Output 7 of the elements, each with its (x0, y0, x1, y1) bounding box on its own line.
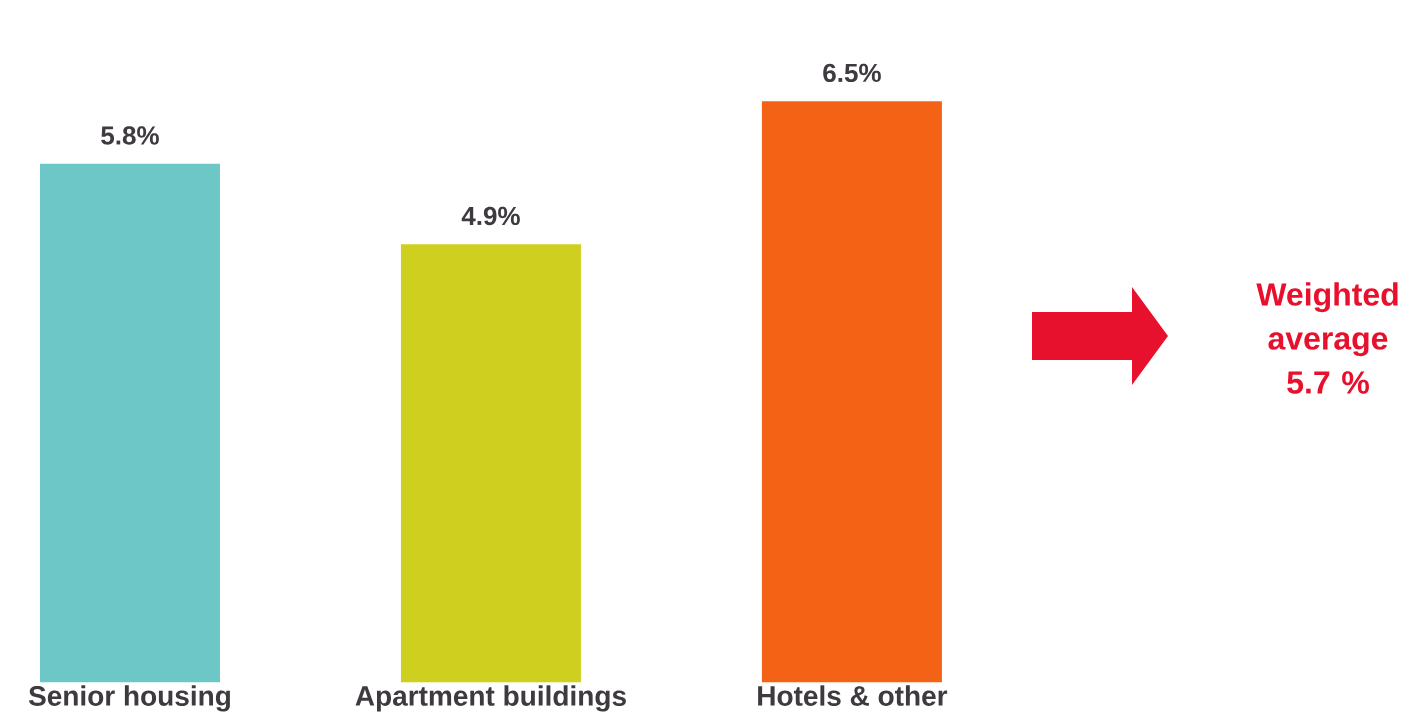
x-tick-label: Apartment buildings (355, 685, 626, 712)
x-tick-label: Hotels & other (758, 685, 948, 706)
data-label: 5.8% (101, 126, 159, 145)
data-label: 6.5% (823, 63, 881, 83)
x-tick-label: Senior housing (28, 685, 230, 712)
data-label: 4.9% (461, 206, 520, 226)
text: Weighted average 5.7 % (1256, 282, 1398, 394)
